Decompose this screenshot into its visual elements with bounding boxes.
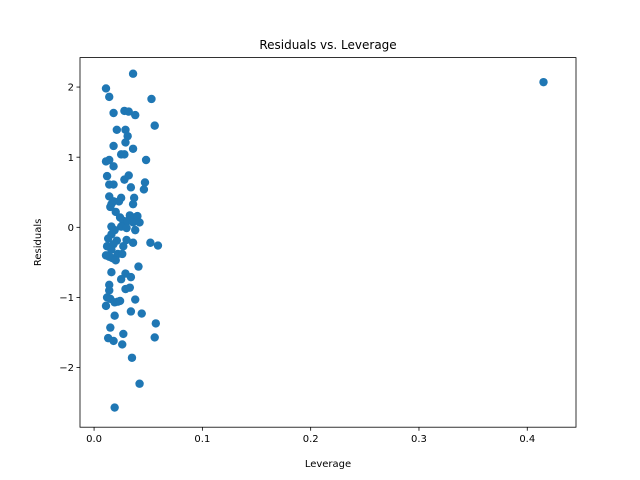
scatter-point [135,379,144,388]
scatter-point [150,121,159,130]
scatter-point [109,108,118,118]
scatter-point [128,69,138,78]
scatter-point [115,296,125,306]
chart-title: Residuals vs. Leverage [259,38,396,52]
y-axis-ticks: −2 −1 0 1 2 [59,83,80,374]
scatter-point [103,234,113,243]
scatter-point [112,125,122,135]
scatter-point [124,107,133,116]
scatter-point [131,110,140,120]
scatter-point [107,268,116,277]
scatter-point [134,262,143,271]
scatter-point [119,242,128,251]
scatter-point [131,225,140,235]
y-tick-label: −2 [59,363,74,374]
x-axis-label: Leverage [305,459,351,470]
scatter-point [137,309,146,318]
scatter-point [147,94,156,104]
y-axis-label: Residuals [33,219,44,266]
scatter-point [105,286,114,295]
scatter-point [126,307,136,316]
scatter-point [153,241,163,250]
x-tick-label: 0.4 [519,434,535,445]
scatter-point [110,403,119,412]
scatter-point [102,171,112,181]
y-tick-label: −1 [59,293,74,304]
y-tick-label: 1 [68,153,74,164]
scatter-point [131,295,140,304]
scatter-point [151,319,161,328]
scatter-point [116,275,126,284]
x-tick-label: 0.3 [411,434,427,445]
plot-frame [79,57,577,428]
scatter-point [139,185,149,194]
scatter-point [109,141,118,151]
scatter-point [135,218,144,227]
scatter-point [118,340,127,349]
scatter-point [118,249,127,259]
scatter-point [121,125,130,135]
scatter-points-group [101,69,548,412]
scatter-point [119,329,128,339]
x-tick-label: 0.0 [86,434,102,445]
scatter-point [126,272,136,282]
scatter-point [109,336,118,346]
x-tick-label: 0.1 [194,434,210,445]
scatter-point [106,323,115,332]
y-tick-label: 0 [68,223,74,234]
scatter-point [101,84,111,93]
scatter-point [120,175,129,184]
scatter-point [125,283,135,292]
scatter-point [122,235,131,245]
scatter-point [126,183,136,192]
scatter-point [120,150,129,159]
scatter-point [121,138,130,147]
x-axis-ticks: 0.0 0.1 0.2 0.3 0.4 [86,427,535,445]
scatter-point [123,131,132,141]
scatter-point [109,162,118,171]
scatter-point [114,197,124,206]
scatter-point [105,155,114,165]
scatter-point [150,333,159,342]
y-tick-label: 2 [68,83,74,94]
scatter-point [127,353,137,362]
scatter-point [128,218,138,227]
scatter-point [140,178,150,187]
x-tick-label: 0.2 [303,434,319,445]
scatter-point [109,180,118,189]
scatter-point [111,256,120,265]
scatter-point [105,92,114,102]
scatter-point [539,77,548,87]
scatter-point [101,301,111,311]
scatter-point [146,238,155,247]
scatter-point [129,193,139,203]
scatter-point [110,311,119,320]
scatter-point [128,199,138,209]
scatter-point [133,211,142,221]
scatter-point [122,223,131,233]
scatter-point [128,144,138,153]
scatter-point [141,155,151,165]
scatter-point [128,238,138,247]
scatter-point [106,202,115,212]
scatter-point [107,245,116,254]
